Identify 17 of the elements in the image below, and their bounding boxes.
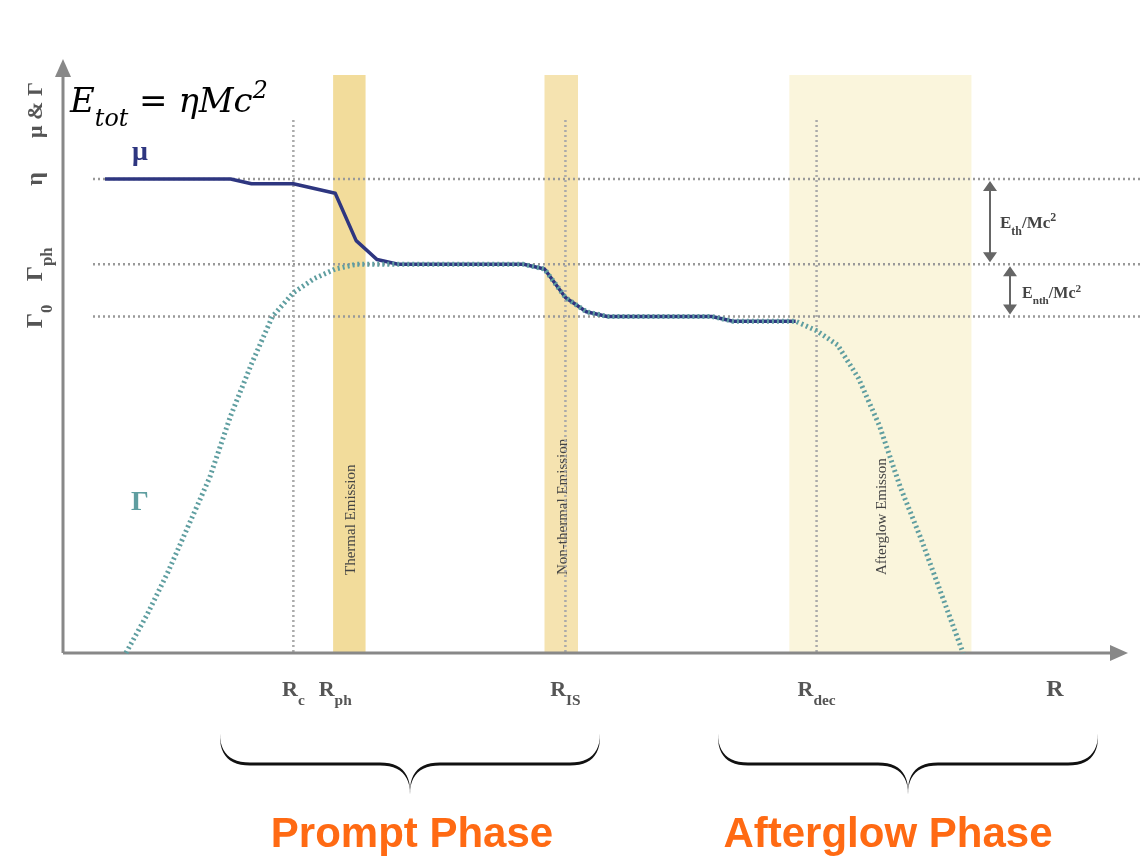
x-tick-label: R$_{dec}$ [797,676,836,708]
x-axis-title: R [1046,675,1065,701]
series-label: μ [132,135,149,166]
annotation: Thermal Emission [342,464,359,575]
text: E$_{th}$/Mc$^{2}$ [1000,210,1057,238]
text: E$_{nth}$/Mc$^{2}$ [1022,282,1082,306]
series-label: Γ [131,485,149,516]
text: Prompt Phase [270,809,554,856]
annotation: Non-thermal Emission [554,438,571,575]
y-axis-title: μ & Γ [22,82,47,138]
x-tick-label: R$_{IS}$ [550,676,581,708]
annotation: Afterglow Emisson [873,457,890,575]
ref-line-label: η [21,172,47,186]
text: Afterglow Phase [723,809,1053,856]
x-tick-label: R$_{c}$ [281,676,305,708]
text: E$_{tot}$ = ηMc$^{2}$ [69,76,268,132]
x-tick-label: R$_{ph}$ [318,676,353,708]
